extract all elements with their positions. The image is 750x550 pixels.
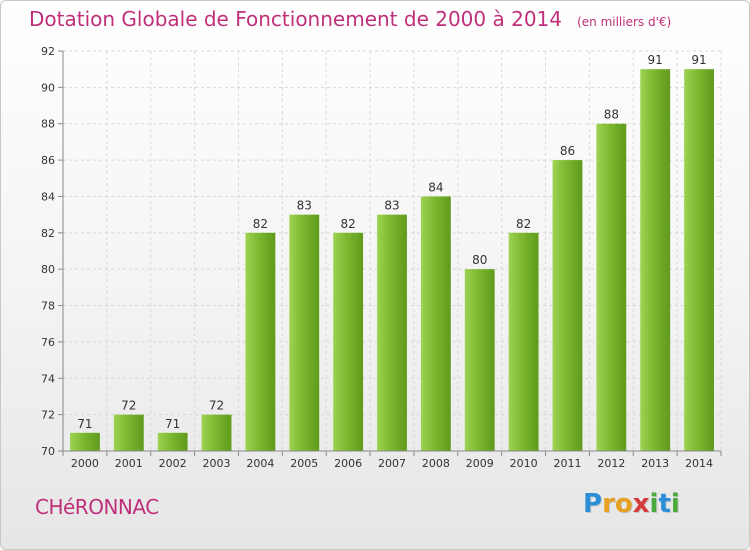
bar bbox=[70, 432, 100, 451]
bar bbox=[640, 69, 671, 451]
x-tick-label: 2003 bbox=[203, 457, 231, 470]
data-labels: 71 72 71 72 82 83 82 83 84 80 82 86 88 91 91 bbox=[77, 53, 706, 431]
bar bbox=[464, 269, 495, 451]
x-tick-label: 2012 bbox=[597, 457, 625, 470]
x-tick-label: 2002 bbox=[159, 457, 187, 470]
bar bbox=[289, 214, 320, 451]
bar-value-label: 83 bbox=[384, 199, 399, 213]
bar bbox=[113, 414, 144, 451]
logo-letter: t bbox=[658, 489, 671, 519]
x-tick-label: 2005 bbox=[290, 457, 318, 470]
bar bbox=[596, 123, 627, 452]
y-tick-label: 82 bbox=[41, 227, 55, 240]
x-tick-label: 2011 bbox=[553, 457, 581, 470]
x-tick-label: 2010 bbox=[510, 457, 538, 470]
y-tick-label: 92 bbox=[41, 45, 55, 58]
bar bbox=[333, 232, 364, 451]
proxiti-logo[interactable]: Proxiti bbox=[583, 489, 680, 519]
bar-value-label: 84 bbox=[428, 180, 443, 194]
x-tick-label: 2008 bbox=[422, 457, 450, 470]
bar-value-label: 88 bbox=[604, 108, 619, 122]
x-tick-label: 2000 bbox=[71, 457, 99, 470]
x-tick-label: 2007 bbox=[378, 457, 406, 470]
logo-letter: i bbox=[670, 489, 680, 519]
bar bbox=[377, 214, 407, 451]
x-tick-label: 2009 bbox=[466, 457, 494, 470]
logo-letter: P bbox=[583, 489, 603, 519]
chart-subtitle: (en milliers d'€) bbox=[577, 15, 672, 29]
y-tick-label: 86 bbox=[41, 154, 55, 167]
bar-value-label: 83 bbox=[297, 199, 312, 213]
y-tick-label: 84 bbox=[41, 190, 55, 203]
axes: 70 72 74 76 78 80 82 84 86 88 90 92 2000 2001 2002 2003… bbox=[41, 45, 722, 470]
bars bbox=[70, 69, 714, 452]
logo-letter: o bbox=[614, 489, 633, 519]
x-tick-label: 2006 bbox=[334, 457, 362, 470]
x-tick-label: 2014 bbox=[685, 457, 713, 470]
logo-letter: x bbox=[632, 489, 650, 519]
bar bbox=[420, 196, 451, 451]
y-tick-label: 72 bbox=[41, 409, 55, 422]
x-tick-label: 2013 bbox=[641, 457, 669, 470]
y-tick-label: 88 bbox=[41, 118, 55, 131]
bar-value-label: 72 bbox=[121, 399, 136, 413]
bar-value-label: 91 bbox=[691, 53, 706, 67]
bar-value-label: 71 bbox=[165, 417, 180, 431]
bar bbox=[508, 232, 539, 451]
x-tick-label: 2001 bbox=[115, 457, 143, 470]
y-tick-label: 90 bbox=[41, 81, 55, 94]
bar-value-label: 82 bbox=[516, 217, 531, 231]
bar-value-label: 71 bbox=[77, 417, 92, 431]
x-tick-label: 2004 bbox=[246, 457, 274, 470]
y-tick-label: 78 bbox=[41, 300, 55, 313]
bar bbox=[684, 69, 714, 451]
logo-letter: r bbox=[602, 489, 615, 519]
bar-value-label: 80 bbox=[472, 253, 487, 267]
bar-value-label: 86 bbox=[560, 144, 575, 158]
y-tick-label: 74 bbox=[41, 372, 55, 385]
bar-value-label: 82 bbox=[340, 217, 355, 231]
title-row: Dotation Globale de Fonctionnement de 20… bbox=[29, 7, 671, 31]
y-tick-label: 80 bbox=[41, 263, 55, 276]
bar bbox=[157, 432, 188, 451]
logo-letter: i bbox=[649, 489, 659, 519]
bar bbox=[552, 160, 583, 451]
chart-title: Dotation Globale de Fonctionnement de 20… bbox=[29, 7, 562, 31]
bar bbox=[201, 414, 232, 451]
bar bbox=[245, 232, 276, 451]
bar-value-label: 91 bbox=[648, 53, 663, 67]
bar-value-label: 72 bbox=[209, 399, 224, 413]
y-tick-label: 76 bbox=[41, 336, 55, 349]
y-tick-label: 70 bbox=[41, 445, 55, 458]
commune-name: CHéRONNAC bbox=[35, 495, 159, 519]
bar-value-label: 82 bbox=[253, 217, 268, 231]
